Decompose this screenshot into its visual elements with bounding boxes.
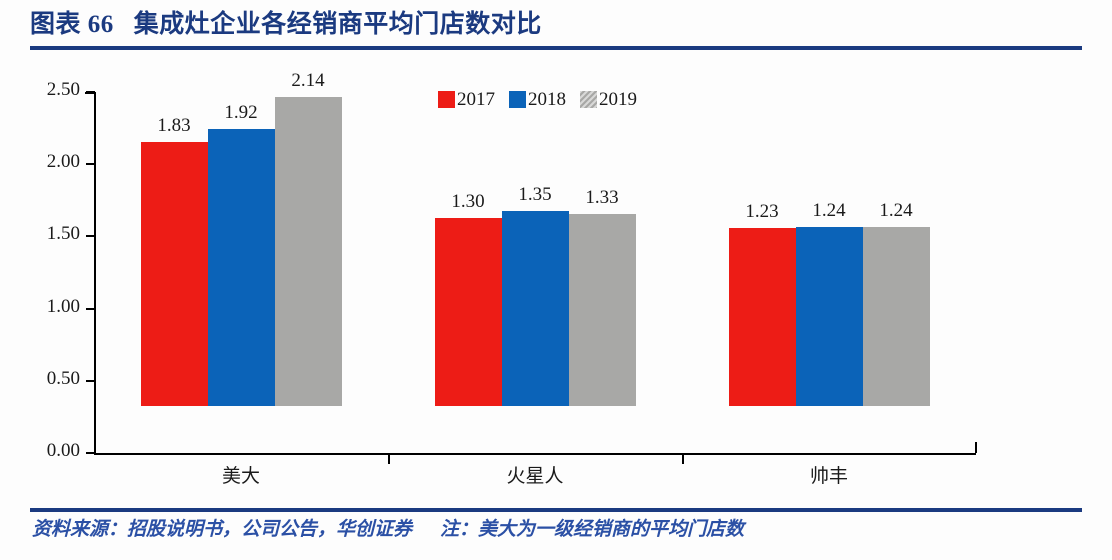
bar-chart: 2017 2018 2019 0.00 0.50 1.00 1.50 2.00 2.50 … — [0, 60, 1112, 500]
y-axis-tick — [86, 235, 95, 238]
legend-label-2018: 2018 — [528, 89, 566, 110]
bar-rect — [862, 226, 930, 406]
page-title: 图表 66 集成灶企业各经销商平均门店数对比 — [30, 8, 1082, 42]
legend-swatch-2017 — [438, 91, 455, 108]
x-axis-separator-tick — [388, 453, 390, 464]
y-axis-tick — [86, 307, 95, 310]
y-axis-tick-label: 1.50 — [46, 223, 80, 245]
y-axis-tick-label: 0.00 — [46, 440, 80, 461]
y-axis-line — [94, 92, 96, 455]
source-text: 资料来源：招股说明书，公司公告，华创证券 — [32, 519, 413, 540]
legend-item-2018: 2018 — [509, 90, 566, 109]
x-axis-end-tick — [975, 442, 977, 453]
y-axis-top-tick — [85, 92, 94, 94]
y-axis-tick-label: 0.50 — [46, 367, 80, 389]
chart-legend: 2017 2018 2019 — [438, 90, 637, 109]
bar-rect — [728, 228, 796, 406]
bar-rect — [207, 128, 275, 406]
bar-value-label: 1.83 — [157, 114, 191, 136]
bar-rect — [274, 96, 342, 406]
y-axis-tick — [86, 452, 95, 454]
footer-divider — [30, 508, 1082, 512]
figure-footnote: 资料来源：招股说明书，公司公告，华创证券 注：美大为一级经销商的平均门店数 — [32, 516, 1082, 544]
bar-2018-帅丰: 1.24 — [795, 200, 863, 406]
legend-item-2019: 2019 — [580, 90, 637, 109]
bar-rect — [501, 211, 569, 406]
bar-2017-美大: 1.83 — [140, 115, 208, 406]
category-label-火星人: 火星人 — [506, 466, 564, 487]
note-text: 注：美大为一级经销商的平均门店数 — [440, 519, 745, 540]
x-axis-separator-tick — [682, 453, 684, 464]
bar-2018-美大: 1.92 — [207, 102, 275, 406]
bars-layer: 1.83 1.92 2.14 1.30 1.35 1.33 1.23 1.24 1.24 — [0, 60, 1112, 453]
bar-2017-火星人: 1.30 — [434, 191, 502, 406]
legend-swatch-2019 — [580, 91, 597, 108]
bar-rect — [434, 218, 502, 406]
bar-rect — [140, 141, 208, 406]
y-axis-tick-label: 2.00 — [46, 151, 80, 173]
category-label-帅丰: 帅丰 — [809, 466, 848, 487]
y-axis-tick — [86, 163, 95, 166]
bar-2019-火星人: 1.33 — [568, 187, 636, 406]
x-axis-origin-tick — [94, 442, 96, 453]
bar-value-label: 1.24 — [812, 199, 846, 221]
bar-2017-帅丰: 1.23 — [728, 201, 796, 406]
bar-rect — [568, 213, 636, 406]
bar-value-label: 1.35 — [518, 184, 552, 206]
bar-2019-美大: 2.14 — [274, 70, 342, 406]
figure-title-text: 集成灶企业各经销商平均门店数对比 — [133, 11, 542, 38]
bar-value-label: 1.23 — [745, 201, 779, 223]
header-divider — [30, 46, 1082, 50]
y-axis-tick — [86, 379, 95, 382]
x-axis-line — [94, 453, 976, 455]
bar-value-label: 1.92 — [224, 101, 258, 123]
y-axis-labels: 0.00 0.50 1.00 1.50 2.00 2.50 — [0, 60, 82, 500]
bar-value-label: 2.14 — [291, 69, 325, 91]
bar-value-label: 1.33 — [585, 186, 619, 208]
figure-header: 图表 66 集成灶企业各经销商平均门店数对比 — [30, 8, 1082, 52]
bar-rect — [795, 226, 863, 406]
legend-item-2017: 2017 — [438, 90, 495, 109]
y-axis-tick-label: 1.00 — [46, 295, 80, 317]
bar-2019-帅丰: 1.24 — [862, 200, 930, 406]
bar-2018-火星人: 1.35 — [501, 184, 569, 406]
legend-label-2019: 2019 — [599, 89, 637, 110]
bar-value-label: 1.30 — [451, 191, 485, 213]
category-label-美大: 美大 — [221, 466, 260, 487]
bar-value-label: 1.24 — [879, 199, 913, 221]
y-axis-tick-label: 2.50 — [46, 79, 80, 100]
legend-label-2017: 2017 — [457, 89, 495, 110]
legend-swatch-2018 — [509, 91, 526, 108]
figure-number: 图表 66 — [30, 11, 114, 38]
